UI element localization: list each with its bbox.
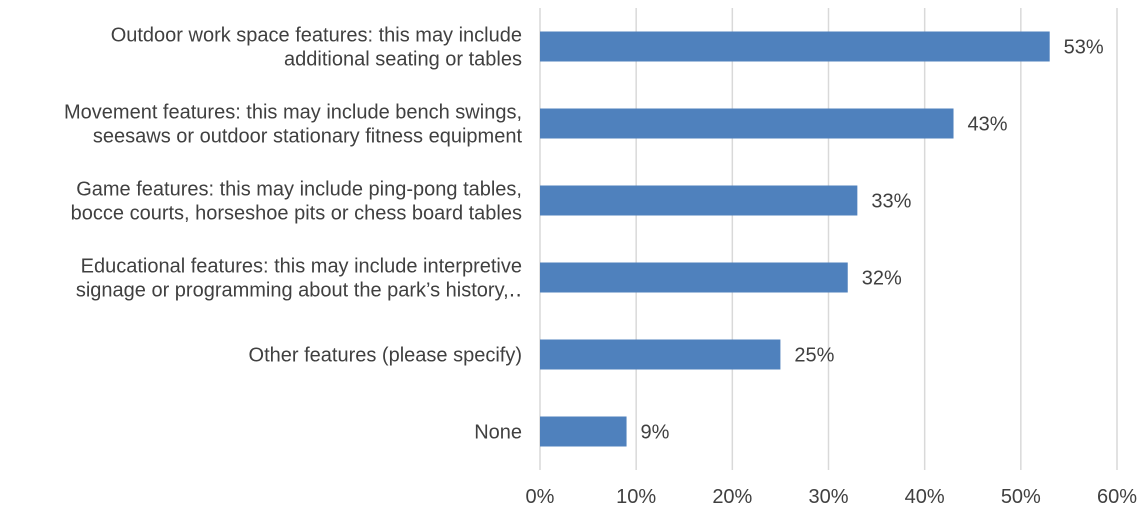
bar	[540, 185, 858, 216]
category-label: seesaws or outdoor stationary fitness eq…	[93, 126, 523, 148]
data-labels: 53% 43% 33% 32% 25% 9%	[641, 37, 1104, 444]
category-label: Other features (please specify)	[249, 345, 522, 367]
x-tick-label: 20%	[712, 486, 752, 508]
data-label: 53%	[1064, 37, 1104, 59]
bar	[540, 262, 848, 293]
data-label: 33%	[871, 191, 911, 213]
gridlines	[539, 8, 1118, 470]
x-axis-ticks: 0% 10% 20% 30% 40% 50% 60%	[526, 486, 1138, 508]
bar	[540, 108, 954, 139]
x-tick-label: 40%	[905, 486, 945, 508]
category-label: Educational features: this may include i…	[81, 256, 522, 278]
bar	[540, 339, 781, 370]
bar	[540, 416, 627, 447]
x-tick-label: 30%	[808, 486, 848, 508]
category-label: Movement features: this may include benc…	[64, 102, 522, 124]
bar	[540, 31, 1050, 62]
data-label: 43%	[968, 114, 1008, 136]
category-label: None	[474, 422, 522, 444]
category-label: Outdoor work space features: this may in…	[111, 25, 522, 47]
x-tick-label: 50%	[1001, 486, 1041, 508]
x-tick-label: 60%	[1097, 486, 1137, 508]
x-tick-label: 0%	[526, 486, 555, 508]
data-label: 9%	[641, 422, 670, 444]
category-labels: Outdoor work space features: this may in…	[64, 25, 522, 444]
bars	[540, 31, 1050, 447]
x-tick-label: 10%	[616, 486, 656, 508]
category-label: bocce courts, horseshoe pits or chess bo…	[71, 203, 522, 225]
category-label: additional seating or tables	[284, 49, 522, 71]
category-label: signage or programming about the park’s …	[76, 280, 522, 302]
category-label: Game features: this may include ping-pon…	[76, 179, 522, 201]
data-label: 32%	[862, 268, 902, 290]
data-label: 25%	[794, 345, 834, 367]
